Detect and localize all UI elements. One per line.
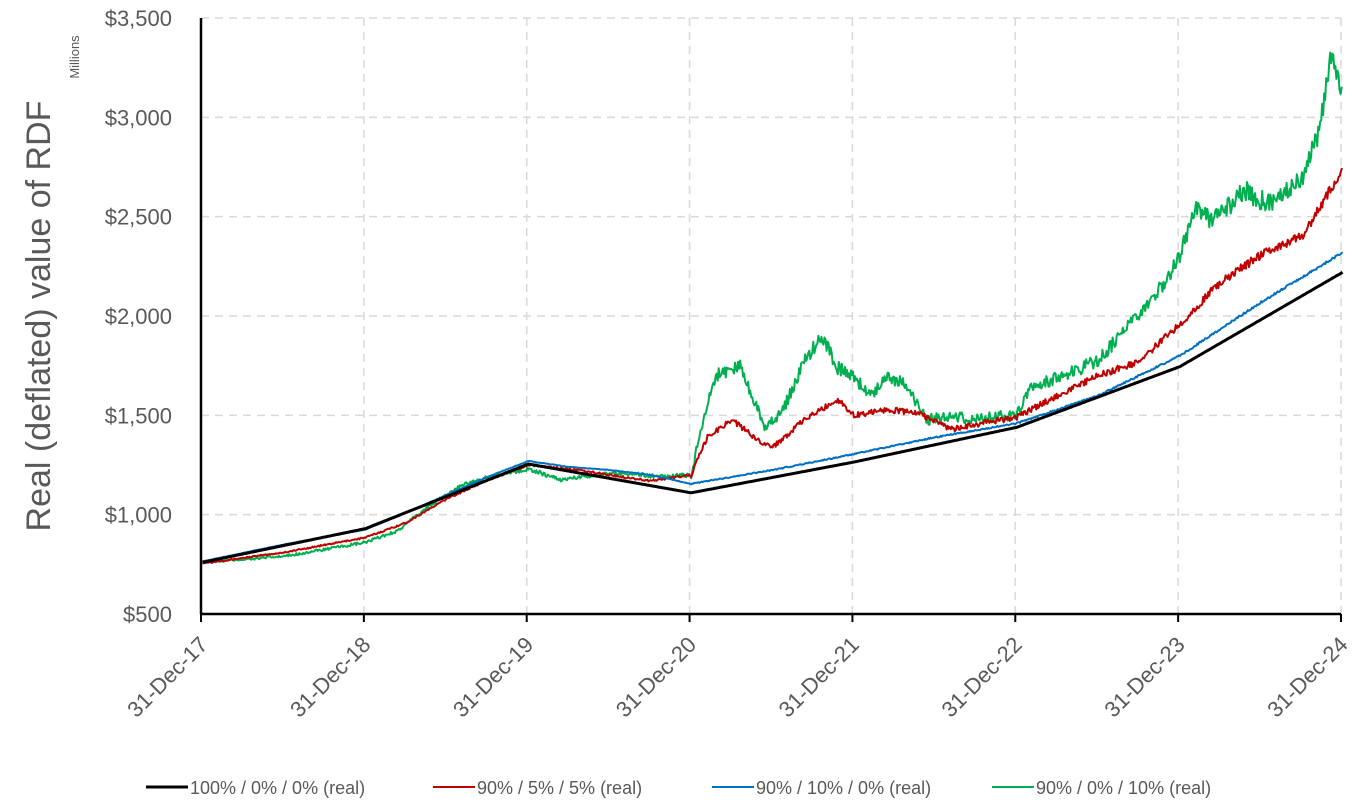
y-tick-label: $1,500 xyxy=(105,403,172,428)
legend-label: 100% / 0% / 0% (real) xyxy=(190,778,365,798)
legend-label: 90% / 10% / 0% (real) xyxy=(756,778,931,798)
legend-label: 90% / 5% / 5% (real) xyxy=(477,778,642,798)
series-line-red xyxy=(202,167,1343,565)
y-tick-label: $2,000 xyxy=(105,304,172,329)
series-line-green xyxy=(202,51,1343,564)
y-tick-label: $2,500 xyxy=(105,205,172,230)
units-label: Millions xyxy=(67,35,82,79)
series-line-black xyxy=(202,271,1344,564)
legend: 100% / 0% / 0% (real) 90% / 5% / 5% (real… xyxy=(146,778,1211,798)
y-tick-labels: $500 $1,000 $1,500 $2,000 $2,500 $3,000 $3,500 xyxy=(105,6,172,627)
series-layer xyxy=(202,51,1344,565)
y-tick-label: $3,500 xyxy=(105,6,172,31)
y-tick-label: $500 xyxy=(123,602,172,627)
x-tick-marks xyxy=(200,614,1342,622)
legend-label: 90% / 0% / 10% (real) xyxy=(1036,778,1211,798)
gridlines xyxy=(201,17,1342,614)
y-tick-label: $3,000 xyxy=(105,105,172,130)
y-axis-label: Real (deflated) value of RDF xyxy=(20,101,58,532)
y-tick-label: $1,000 xyxy=(105,503,172,528)
